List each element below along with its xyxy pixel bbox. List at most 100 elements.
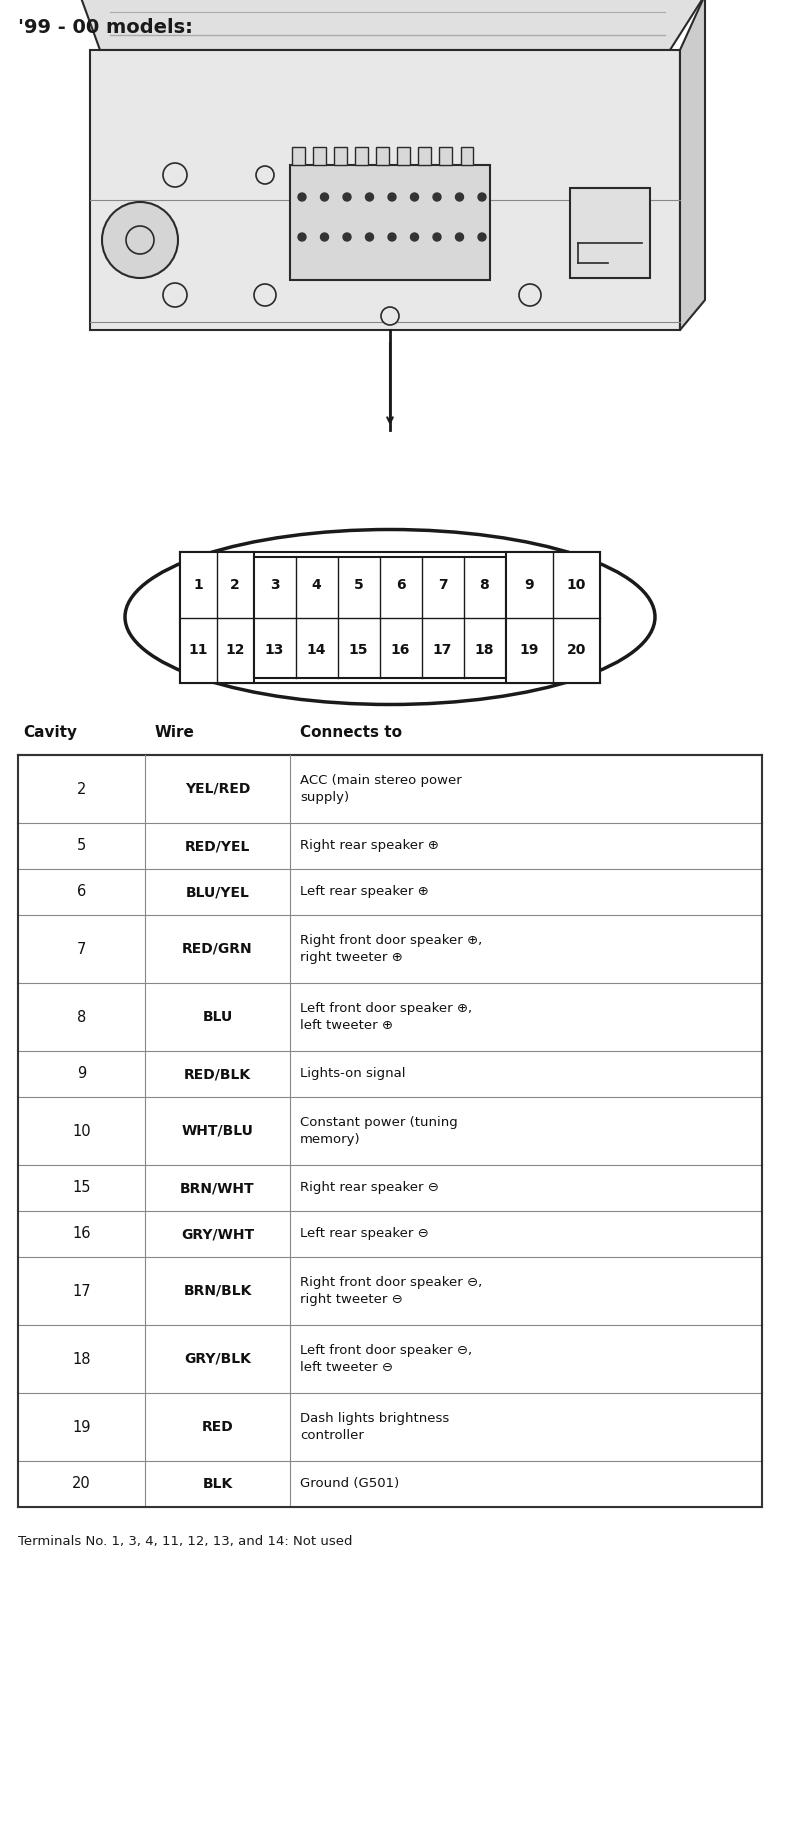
Text: 7: 7 bbox=[77, 941, 86, 957]
Text: Connects to: Connects to bbox=[300, 724, 402, 739]
Text: BRN/BLK: BRN/BLK bbox=[183, 1284, 252, 1298]
Text: RED/YEL: RED/YEL bbox=[185, 838, 250, 853]
Text: 8: 8 bbox=[77, 1009, 86, 1025]
Bar bbox=[180, 552, 600, 682]
Text: WHT/BLU: WHT/BLU bbox=[182, 1124, 254, 1139]
Text: 1: 1 bbox=[194, 578, 203, 592]
Text: 20: 20 bbox=[72, 1476, 91, 1491]
Text: 6: 6 bbox=[396, 578, 406, 592]
Bar bbox=[18, 983, 762, 1051]
Text: 10: 10 bbox=[566, 578, 586, 592]
Text: 6: 6 bbox=[77, 884, 86, 899]
Text: 19: 19 bbox=[72, 1420, 90, 1434]
Text: Left front door speaker ⊕,
left tweeter ⊕: Left front door speaker ⊕, left tweeter … bbox=[300, 1001, 472, 1033]
Text: BLU: BLU bbox=[202, 1011, 233, 1023]
Circle shape bbox=[298, 193, 306, 202]
Circle shape bbox=[256, 167, 274, 183]
Ellipse shape bbox=[125, 530, 655, 704]
Text: Cavity: Cavity bbox=[23, 724, 77, 739]
Text: Left front door speaker ⊖,
left tweeter ⊖: Left front door speaker ⊖, left tweeter … bbox=[300, 1344, 472, 1374]
Circle shape bbox=[388, 193, 396, 202]
Bar bbox=[180, 552, 254, 682]
Bar bbox=[355, 147, 368, 165]
Text: Right front door speaker ⊖,
right tweeter ⊖: Right front door speaker ⊖, right tweete… bbox=[300, 1276, 482, 1306]
Circle shape bbox=[321, 193, 329, 202]
Circle shape bbox=[433, 233, 441, 240]
Circle shape bbox=[343, 193, 351, 202]
Text: 15: 15 bbox=[72, 1181, 90, 1196]
Text: Left rear speaker ⊖: Left rear speaker ⊖ bbox=[300, 1227, 429, 1240]
Bar bbox=[376, 147, 389, 165]
Bar bbox=[461, 147, 473, 165]
Bar bbox=[418, 147, 431, 165]
Circle shape bbox=[381, 306, 399, 325]
Circle shape bbox=[343, 233, 351, 240]
Bar bbox=[18, 1256, 762, 1324]
Text: Terminals No. 1, 3, 4, 11, 12, 13, and 14: Not used: Terminals No. 1, 3, 4, 11, 12, 13, and 1… bbox=[18, 1535, 353, 1548]
Text: 16: 16 bbox=[391, 644, 410, 657]
Bar bbox=[398, 147, 410, 165]
Bar bbox=[18, 1324, 762, 1394]
Text: Constant power (tuning
memory): Constant power (tuning memory) bbox=[300, 1117, 458, 1146]
Text: 18: 18 bbox=[72, 1352, 90, 1366]
Circle shape bbox=[321, 233, 329, 240]
Bar bbox=[18, 1051, 762, 1097]
Text: 4: 4 bbox=[312, 578, 322, 592]
Text: 11: 11 bbox=[189, 644, 208, 657]
Text: Lights-on signal: Lights-on signal bbox=[300, 1067, 406, 1080]
Text: Dash lights brightness
controller: Dash lights brightness controller bbox=[300, 1412, 450, 1442]
Bar bbox=[90, 50, 680, 330]
Circle shape bbox=[388, 233, 396, 240]
Text: 14: 14 bbox=[306, 644, 326, 657]
Text: 8: 8 bbox=[480, 578, 490, 592]
Text: BLK: BLK bbox=[202, 1476, 233, 1491]
Text: 17: 17 bbox=[72, 1284, 91, 1298]
Circle shape bbox=[519, 284, 541, 306]
Circle shape bbox=[410, 193, 418, 202]
Circle shape bbox=[102, 202, 178, 279]
Bar bbox=[18, 823, 762, 869]
Text: 20: 20 bbox=[566, 644, 586, 657]
Text: Ground (G501): Ground (G501) bbox=[300, 1478, 399, 1491]
Text: 5: 5 bbox=[77, 838, 86, 853]
Text: BLU/YEL: BLU/YEL bbox=[186, 886, 250, 899]
Text: 10: 10 bbox=[72, 1124, 91, 1139]
Text: Wire: Wire bbox=[155, 724, 195, 739]
Circle shape bbox=[455, 233, 463, 240]
Circle shape bbox=[298, 233, 306, 240]
Text: RED/GRN: RED/GRN bbox=[182, 943, 253, 956]
Text: GRY/BLK: GRY/BLK bbox=[184, 1352, 251, 1366]
Circle shape bbox=[478, 233, 486, 240]
Bar bbox=[18, 915, 762, 983]
Circle shape bbox=[254, 284, 276, 306]
Bar bbox=[18, 869, 762, 915]
Circle shape bbox=[366, 193, 374, 202]
Text: 18: 18 bbox=[474, 644, 494, 657]
Text: 9: 9 bbox=[77, 1067, 86, 1082]
Bar bbox=[18, 756, 762, 823]
Text: 13: 13 bbox=[265, 644, 284, 657]
Bar bbox=[18, 1097, 762, 1165]
Text: '99 - 00 models:: '99 - 00 models: bbox=[18, 18, 193, 37]
Text: YEL/RED: YEL/RED bbox=[185, 781, 250, 796]
Bar bbox=[18, 1394, 762, 1462]
Text: Right rear speaker ⊖: Right rear speaker ⊖ bbox=[300, 1181, 439, 1194]
Polygon shape bbox=[80, 0, 705, 50]
Text: BRN/WHT: BRN/WHT bbox=[180, 1181, 255, 1196]
Circle shape bbox=[433, 193, 441, 202]
Bar bbox=[18, 1210, 762, 1256]
Circle shape bbox=[478, 193, 486, 202]
Text: GRY/WHT: GRY/WHT bbox=[181, 1227, 254, 1242]
Text: 12: 12 bbox=[226, 644, 245, 657]
Bar bbox=[313, 147, 326, 165]
Text: 5: 5 bbox=[354, 578, 363, 592]
Circle shape bbox=[455, 193, 463, 202]
Circle shape bbox=[163, 163, 187, 187]
Text: 2: 2 bbox=[230, 578, 240, 592]
Text: Right front door speaker ⊕,
right tweeter ⊕: Right front door speaker ⊕, right tweete… bbox=[300, 934, 482, 963]
Bar bbox=[292, 147, 305, 165]
Text: 17: 17 bbox=[433, 644, 452, 657]
Bar bbox=[254, 558, 506, 679]
Bar bbox=[570, 189, 650, 279]
Bar bbox=[290, 165, 490, 281]
